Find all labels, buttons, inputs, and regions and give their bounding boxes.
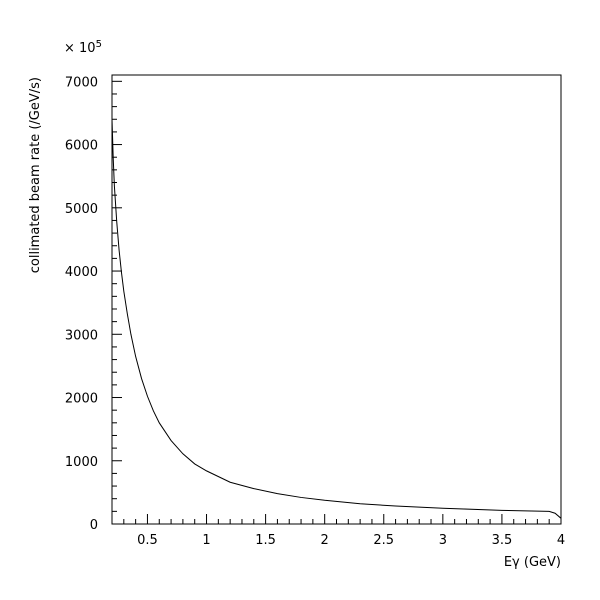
y-axis-label: collimated beam rate (/GeV/s) — [28, 77, 43, 273]
y-tick-label: 4000 — [65, 265, 98, 280]
y-multiplier-exponent: 5 — [96, 39, 102, 50]
plot-frame — [111, 74, 562, 525]
y-tick-label: 2000 — [65, 392, 98, 407]
y-tick-label: 1000 — [65, 455, 98, 470]
x-axis-label: Eγ (GeV) — [504, 555, 561, 570]
y-axis-ticks: 0 1000 2000 3000 4000 5000 6000 7000 — [65, 75, 122, 533]
x-minor-ticks — [111, 519, 550, 524]
x-tick-label: 2 — [321, 533, 329, 548]
y-tick-label: 3000 — [65, 328, 98, 343]
x-tick-label: 3.5 — [492, 533, 513, 548]
x-tick-label: 2.5 — [373, 533, 394, 548]
x-tick-label: 1 — [202, 533, 210, 548]
x-tick-label: 0.5 — [137, 533, 158, 548]
series-line — [111, 119, 562, 519]
x-tick-label: 3 — [439, 533, 447, 548]
y-multiplier: × 105 — [64, 39, 102, 56]
y-tick-label: 5000 — [65, 202, 98, 217]
series-layer — [111, 119, 562, 519]
x-tick-label: 4 — [557, 533, 565, 548]
y-tick-label: 7000 — [65, 75, 98, 90]
x-tick-label: 1.5 — [255, 533, 276, 548]
y-tick-label: 6000 — [65, 139, 98, 154]
y-minor-ticks — [112, 93, 117, 512]
x-axis-ticks: 0.5 1 1.5 2 2.5 3 3.5 4 — [137, 514, 565, 548]
y-tick-label: 0 — [90, 518, 98, 533]
